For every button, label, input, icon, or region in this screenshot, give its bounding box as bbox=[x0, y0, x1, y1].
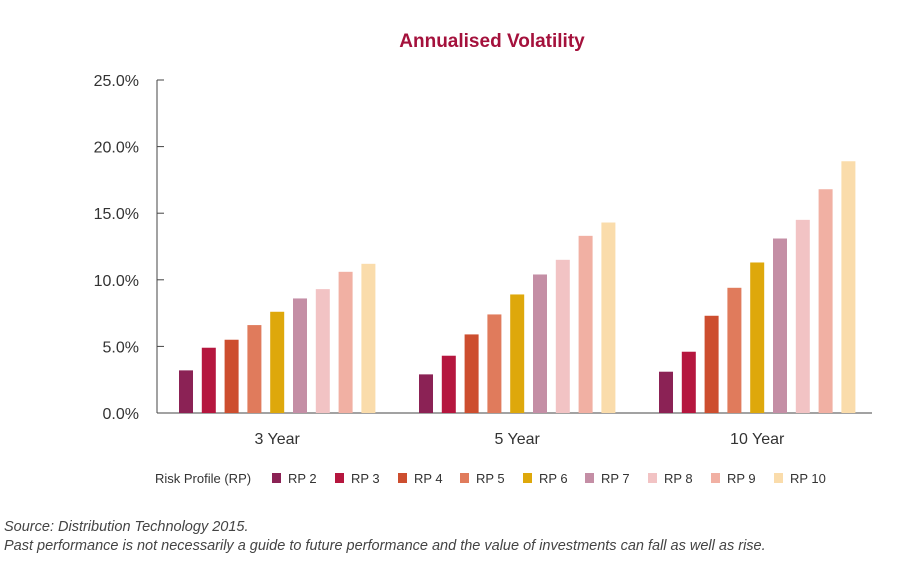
y-tick-label: 15.0% bbox=[94, 206, 139, 223]
bar-rp9-3year bbox=[338, 271, 353, 413]
legend-swatch bbox=[774, 473, 783, 483]
legend-swatch bbox=[272, 473, 281, 483]
legend-label: RP 7 bbox=[601, 471, 630, 486]
y-tick-label: 20.0% bbox=[94, 140, 139, 157]
bar-rp4-5year bbox=[464, 334, 479, 413]
bar-rp3-5year bbox=[441, 355, 456, 413]
bar-rp10-5year bbox=[601, 222, 616, 413]
x-category-label: 3 Year bbox=[255, 431, 301, 448]
chart-title: Annualised Volatility bbox=[399, 31, 585, 52]
y-tick-label: 0.0% bbox=[103, 406, 139, 423]
legend-swatch bbox=[523, 473, 532, 483]
bar-rp6-10year bbox=[750, 262, 765, 413]
disclaimer-note: Past performance is not necessarily a gu… bbox=[4, 538, 766, 554]
legend-swatch bbox=[335, 473, 344, 483]
bar-rp4-10year bbox=[704, 315, 719, 413]
bar-rp6-3year bbox=[270, 311, 285, 413]
legend-label: RP 10 bbox=[790, 471, 826, 486]
legend-label: RP 9 bbox=[727, 471, 756, 486]
chart-legend: Risk Profile (RP) RP 2 RP 3 RP 4 RP 5 RP 6 RP … bbox=[155, 471, 826, 486]
legend-swatch bbox=[648, 473, 657, 483]
legend-swatch bbox=[711, 473, 720, 483]
x-category-label: 5 Year bbox=[495, 431, 541, 448]
y-tick-label: 5.0% bbox=[103, 339, 139, 356]
bar-rp2-5year bbox=[419, 374, 433, 413]
bar-rp6-5year bbox=[510, 294, 525, 413]
bar-rp5-5year bbox=[487, 314, 502, 413]
bar-rp2-3year bbox=[179, 370, 193, 413]
bar-rp10-10year bbox=[841, 161, 856, 413]
legend-label: RP 6 bbox=[539, 471, 568, 486]
bar-rp7-5year bbox=[533, 274, 547, 413]
y-tick-label: 25.0% bbox=[94, 73, 139, 90]
x-category-label: 10 Year bbox=[730, 431, 785, 448]
legend-label: RP 3 bbox=[351, 471, 380, 486]
legend-swatch bbox=[398, 473, 407, 483]
legend-title: Risk Profile (RP) bbox=[155, 471, 251, 486]
x-axis-labels: 3 Year 5 Year 10 Year bbox=[255, 431, 786, 448]
bar-rp3-3year bbox=[201, 347, 216, 413]
bar-rp8-10year bbox=[795, 219, 810, 413]
bar-rp2-10year bbox=[659, 371, 673, 413]
volatility-bar-chart: Annualised Volatility 0.0% 5.0% 10.0% 15.0%… bbox=[94, 31, 872, 486]
bar-rp3-10year bbox=[681, 351, 696, 413]
bar-rp8-5year bbox=[555, 259, 570, 413]
bar-rp9-10year bbox=[818, 189, 833, 413]
legend-label: RP 8 bbox=[664, 471, 693, 486]
bar-rp9-5year bbox=[578, 235, 593, 413]
legend-swatch bbox=[585, 473, 594, 483]
bar-rp10-3year bbox=[361, 263, 376, 413]
bar-rp7-10year bbox=[773, 238, 787, 413]
bar-rp7-3year bbox=[293, 298, 307, 413]
source-note: Source: Distribution Technology 2015. bbox=[4, 519, 249, 535]
legend-label: RP 4 bbox=[414, 471, 443, 486]
bar-rp5-3year bbox=[247, 325, 262, 413]
legend-label: RP 5 bbox=[476, 471, 505, 486]
y-tick-label: 10.0% bbox=[94, 273, 139, 290]
bar-rp4-3year bbox=[224, 339, 239, 413]
bar-rp8-3year bbox=[315, 289, 330, 413]
legend-label: RP 2 bbox=[288, 471, 317, 486]
chart-bars bbox=[179, 161, 856, 413]
legend-swatch bbox=[460, 473, 469, 483]
bar-rp5-10year bbox=[727, 287, 742, 413]
